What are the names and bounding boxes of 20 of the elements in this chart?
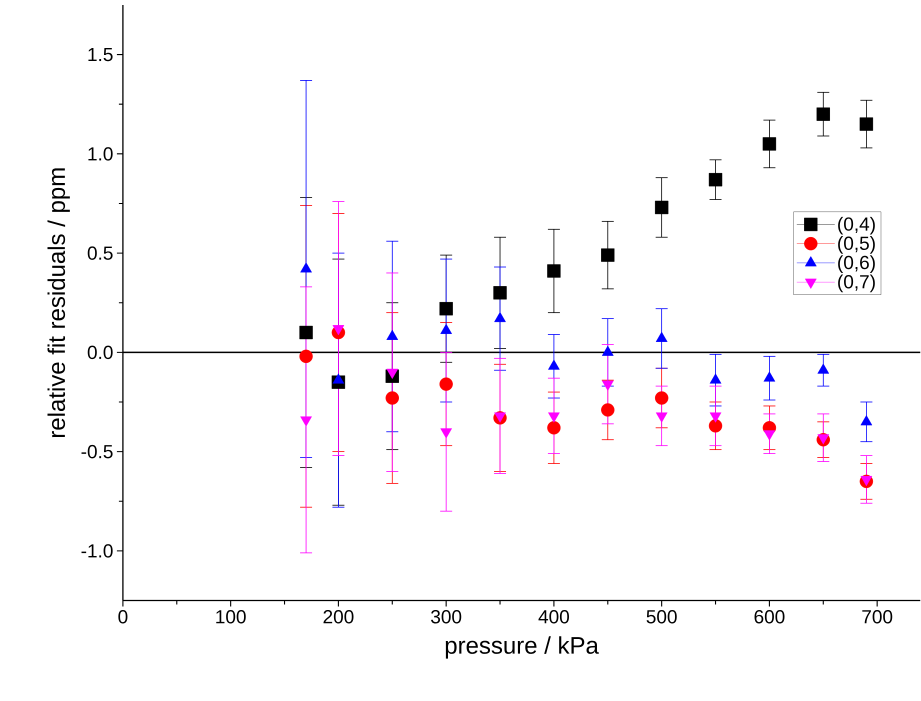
y-tick-label: 0.0 (88, 345, 113, 359)
y-tick-label: -0.5 (82, 444, 113, 458)
legend-label: (0,5) (838, 236, 875, 254)
y-tick-label: 1.5 (88, 48, 113, 62)
legend-label: (0,6) (838, 255, 875, 273)
x-tick-label: 500 (646, 610, 677, 624)
x-tick-label: 700 (862, 610, 892, 624)
y-axis-title: relative fit residuals / ppm (47, 168, 70, 437)
x-tick-label: 300 (431, 610, 462, 624)
x-axis-title: pressure / kPa (446, 636, 599, 658)
y-tick-label: 1.0 (88, 146, 113, 160)
x-tick-label: 100 (216, 610, 246, 624)
legend-label: (0,4) (838, 216, 875, 234)
x-tick-label: 400 (538, 610, 569, 624)
legend-label: (0,7) (838, 274, 875, 292)
y-tick-label: 0.5 (88, 246, 113, 260)
x-tick-label: 600 (754, 610, 785, 624)
x-tick-label: 0 (118, 610, 128, 624)
y-tick-label: -1.0 (82, 544, 113, 558)
x-tick-label: 200 (324, 610, 354, 624)
